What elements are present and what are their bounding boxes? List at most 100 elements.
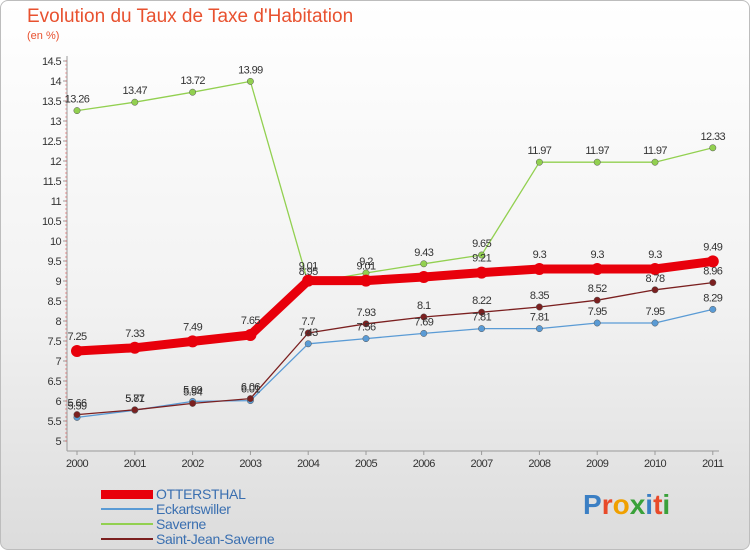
data-point [420,329,428,337]
series-line [72,256,718,356]
data-point [246,395,254,403]
data-point [420,260,428,268]
data-point [478,251,486,259]
data-point [593,319,601,327]
data-point [709,279,717,287]
y-tick-label: 5 [55,436,61,448]
data-label: 7.81 [530,312,549,324]
data-label: 6.01 [241,384,260,396]
data-label: 11.97 [585,145,609,157]
series-labels: 7.25 7.33 7.49 7.65 9.01 9.01 9.21 9.3 9.3 9.3 9.4… [65,64,726,412]
data-point [244,329,257,341]
data-label: 7.69 [414,316,433,328]
data-point [593,296,601,304]
x-tick-label: 2001 [124,458,147,470]
data-label: 7.43 [299,327,318,339]
data-label: 6.06 [241,382,260,394]
y-tick-label: 7.5 [48,336,62,348]
y-tick-label: 12 [50,156,62,168]
data-point [478,308,486,316]
logo-letter: o [612,489,630,520]
chart-title: Evolution du Taux de Taxe d'Habitation [27,6,354,27]
data-label: 8.95 [299,266,318,278]
data-label: 7.93 [356,307,375,319]
data-label: 7.95 [645,306,664,318]
y-tick-label: 14.5 [42,56,61,68]
y-tick-label: 9.5 [48,256,62,268]
data-point [302,274,315,287]
data-point [478,325,486,333]
y-tick-label: 11.5 [43,176,62,188]
series-lines [71,77,719,421]
y-tick-label: 5.5 [48,416,62,428]
data-label: 7.7 [301,316,315,328]
y-tick-label: 8.5 [48,296,62,308]
data-label: 7.49 [183,321,202,333]
y-tick-label: 8 [55,316,61,328]
logo-letter: P [583,489,602,520]
data-point [420,313,428,321]
legend-label: Eckartswiller [156,501,231,517]
data-point [651,286,659,294]
legend-label: Saint-Jean-Saverne [156,531,275,547]
series-saint-jean-saverne [73,279,717,419]
data-point [189,399,197,407]
data-point [475,266,488,279]
data-label: 13.26 [65,94,90,106]
data-label: 8.52 [588,283,607,295]
data-label: 9.3 [648,249,662,261]
data-label: 12.33 [701,131,726,143]
y-tick-label: 14 [50,76,62,88]
data-point [186,335,199,348]
y-tick-label: 10.5 [42,216,61,228]
proxiti-logo: Proxiti [583,489,670,521]
y-tick-label: 10 [50,236,62,248]
data-label: 9.21 [472,253,491,265]
data-point [360,274,372,287]
data-label: 9.3 [533,249,547,261]
series-line [76,281,714,416]
data-point [131,406,139,414]
legend-label: OTTERSTHAL [156,486,246,502]
data-label: 13.47 [123,85,148,97]
data-label: 5.99 [183,384,202,396]
data-label: 5.59 [67,400,86,412]
data-label: 7.81 [472,312,491,324]
x-tick-label: 2008 [528,458,551,470]
x-tick-label: 2005 [355,458,378,470]
data-label: 8.96 [703,266,722,278]
series-line [76,80,714,284]
data-point [535,303,543,311]
y-tick-label: 6.5 [48,376,62,388]
data-point [246,77,254,85]
data-point [189,88,197,96]
x-tick-label: 2000 [66,458,89,470]
data-label: 5.81 [125,393,144,405]
data-label: 11.97 [643,145,667,157]
y-tick-label: 6 [55,396,61,408]
data-point [709,144,717,152]
data-point [651,158,659,166]
logo-letter: i [645,489,654,520]
y-tick-label: 9 [55,276,61,288]
data-label: 8.35 [530,290,549,302]
data-label: 13.99 [238,64,263,76]
data-point [362,335,370,343]
x-tick-label: 2002 [182,458,205,470]
x-tick-label: 2009 [586,458,609,470]
data-label: 5.66 [67,398,86,410]
y-tick-label: 13.5 [42,96,61,108]
y-tick-label: 13 [50,116,62,128]
data-point [535,325,543,333]
legend-label: Saverne [156,516,207,532]
legend-swatch [101,523,153,525]
data-point [593,158,601,166]
data-label: 9.65 [472,238,491,250]
logo-letter: r [601,489,613,520]
data-label: 8.1 [417,300,431,312]
chart-subtitle: (en %) [27,30,60,42]
data-label: 7.95 [588,306,607,318]
data-label: 11.97 [528,145,552,157]
data-point [649,263,661,275]
